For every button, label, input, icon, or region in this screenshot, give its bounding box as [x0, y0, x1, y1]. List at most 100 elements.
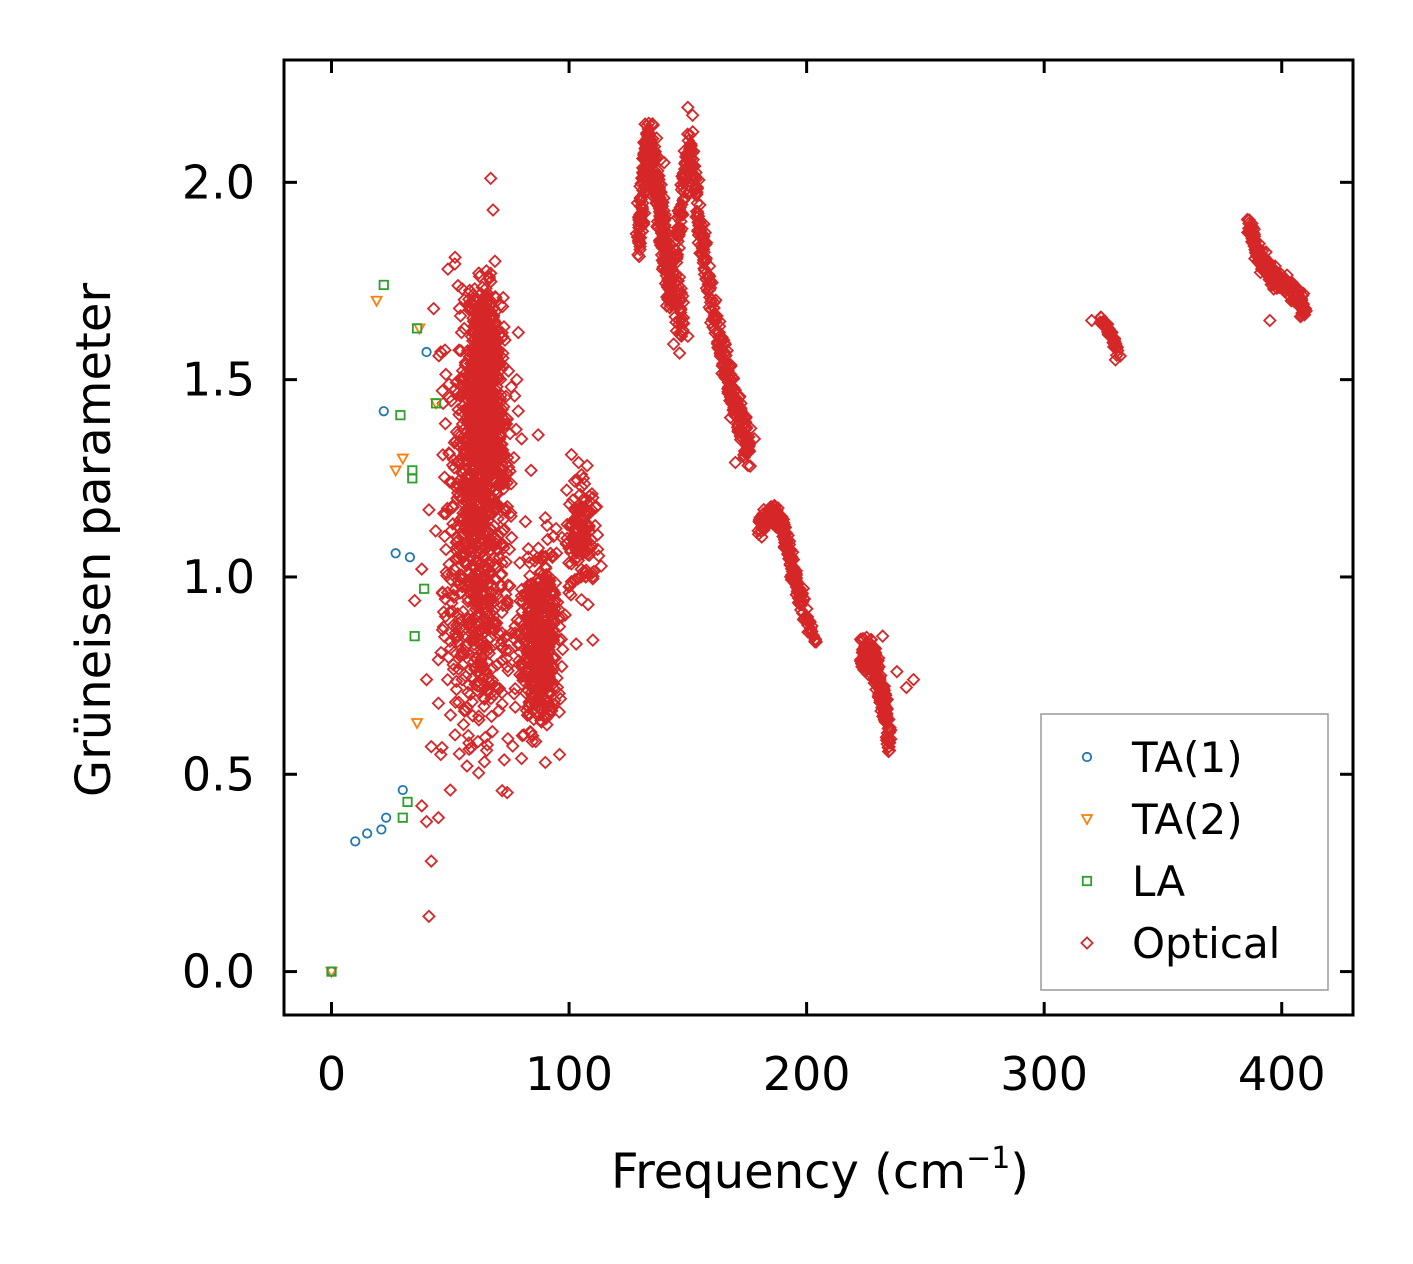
optical-point: [440, 672, 455, 687]
x-axis-label-close: ): [1010, 1144, 1029, 1200]
optical-point: [499, 555, 513, 569]
optical-point: [674, 286, 689, 300]
optical-point: [485, 673, 500, 688]
optical-point: [541, 652, 556, 667]
optical-point: [673, 200, 688, 215]
ta-1--point: [404, 552, 416, 563]
optical-point: [445, 458, 460, 472]
optical-point: [693, 246, 707, 261]
optical-point: [495, 633, 510, 648]
optical-point: [477, 755, 492, 769]
ta-1--point: [390, 548, 401, 559]
optical-point: [1279, 272, 1294, 287]
optical-point: [456, 604, 470, 619]
optical-point: [1294, 293, 1309, 308]
optical-point: [707, 308, 722, 323]
optical-point: [454, 491, 469, 505]
optical-point: [450, 518, 464, 533]
optical-point: [677, 144, 692, 158]
optical-point: [493, 427, 508, 441]
optical-point: [540, 621, 554, 635]
optical-point: [539, 673, 554, 687]
optical-point: [426, 301, 441, 316]
y-tick-label: 2.0: [182, 155, 255, 209]
optical-point: [590, 542, 605, 557]
ta-1--point: [381, 812, 392, 823]
optical-point: [653, 211, 668, 226]
optical-point: [500, 596, 515, 610]
optical-point: [475, 662, 489, 677]
optical-point: [482, 555, 497, 570]
optical-point: [502, 542, 517, 557]
optical-point: [516, 656, 530, 671]
optical-point: [456, 717, 471, 732]
optical-point: [584, 502, 599, 517]
optical-point: [1262, 313, 1277, 328]
optical-point: [467, 462, 482, 477]
optical-point: [568, 540, 583, 555]
optical-point: [695, 227, 710, 241]
y-tick-label: 1.0: [182, 550, 255, 604]
optical-point: [530, 667, 545, 682]
y-tick-label: 0.0: [182, 945, 255, 999]
optical-point: [707, 300, 721, 315]
optical-point: [466, 500, 481, 515]
optical-point: [488, 254, 502, 269]
optical-point: [448, 695, 463, 710]
optical-point: [438, 592, 453, 606]
optical-point: [454, 571, 468, 586]
optical-point: [784, 552, 798, 566]
optical-point: [457, 371, 471, 386]
optical-point: [509, 372, 524, 387]
optical-point: [454, 325, 469, 340]
optical-point: [540, 532, 555, 547]
x-tick-label: 400: [1238, 1047, 1326, 1101]
optical-point: [646, 171, 661, 186]
optical-point: [463, 582, 478, 597]
optical-point: [479, 621, 494, 635]
optical-point: [657, 155, 671, 170]
optical-point: [797, 592, 812, 606]
optical-point: [541, 659, 555, 674]
optical-point: [507, 389, 522, 403]
x-axis-label: Frequency (cm−1): [611, 1141, 1029, 1200]
optical-point: [514, 751, 529, 766]
optical-point: [480, 738, 495, 752]
optical-point: [456, 555, 471, 569]
optical-point: [474, 317, 489, 332]
optical-point: [504, 509, 518, 524]
optical-point: [437, 529, 452, 544]
optical-point: [743, 459, 758, 473]
optical-point: [450, 628, 465, 642]
optical-point: [438, 367, 453, 382]
optical-point: [476, 519, 491, 534]
optical-point: [546, 583, 560, 598]
optical-point: [718, 365, 733, 380]
optical-point: [870, 662, 885, 677]
legend-marker-la: [1081, 875, 1093, 887]
optical-point: [514, 431, 529, 446]
optical-point: [534, 651, 549, 666]
axis-ticks: [284, 60, 1353, 1015]
optical-point: [577, 492, 591, 506]
la-point: [409, 631, 420, 642]
optical-point: [532, 702, 547, 717]
optical-point: [461, 616, 476, 631]
optical-point: [680, 127, 695, 142]
optical-point: [473, 676, 488, 691]
optical-point: [540, 518, 554, 533]
ta-2--point: [370, 295, 384, 308]
optical-point: [663, 267, 677, 282]
optical-point: [435, 383, 450, 398]
optical-point: [637, 186, 651, 201]
optical-point: [459, 475, 473, 489]
optical-point: [482, 270, 497, 284]
la-point: [378, 279, 389, 291]
optical-point: [549, 521, 563, 536]
optical-point: [455, 282, 470, 296]
optical-point: [538, 549, 553, 564]
optical-point: [568, 572, 582, 587]
optical-point: [450, 456, 465, 470]
optical-point: [472, 269, 487, 284]
optical-point: [1251, 243, 1266, 257]
